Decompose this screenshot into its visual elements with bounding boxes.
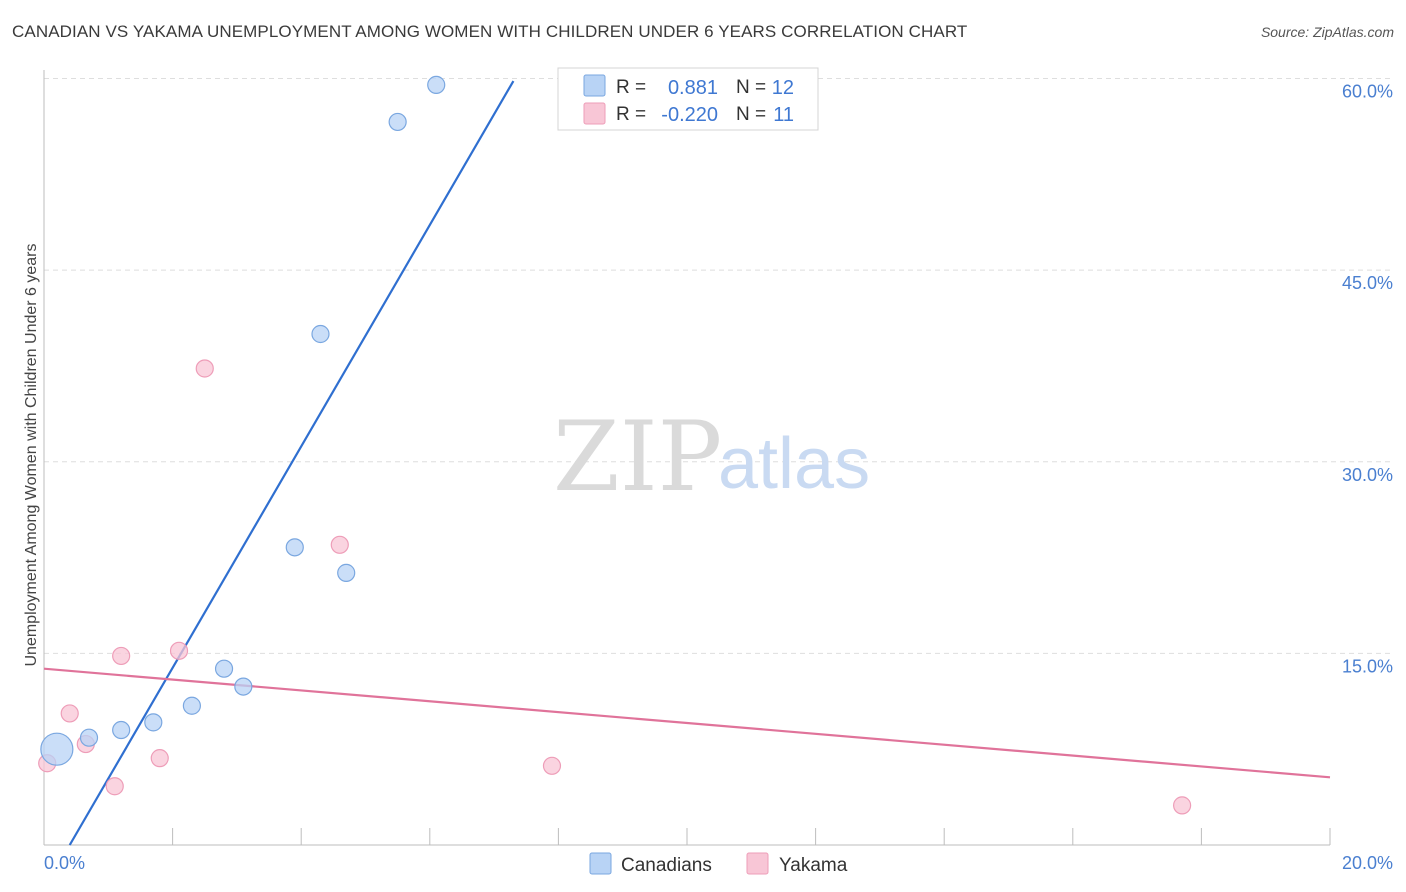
bottom-legend-swatch-canadians [589,852,612,875]
yakama-point-4 [112,646,131,666]
canadians-point-8 [311,324,330,344]
canadians-point-11 [427,75,446,94]
x-tick-label-min: 0.0% [44,853,85,873]
canadians-point-2 [112,720,131,740]
y-axis-label: Unemployment Among Women with Children U… [23,243,40,666]
bottom-legend-label-canadians: Canadians [621,855,712,876]
legend-n-label-yakama: N = [736,104,766,125]
y-tick-label-2: 45.0% [1342,273,1393,293]
yakama-trend-line [43,667,1331,779]
canadians-point-9 [337,563,356,582]
y-tick-labels: 15.0% 30.0% 45.0% 60.0% [1342,82,1393,677]
legend-r-label-yakama: R = [616,104,646,125]
watermark-atlas: atlas [718,424,870,504]
canadians-point-6 [234,677,253,696]
canadians-trend-line [68,80,515,846]
y-tick-label-1: 30.0% [1342,465,1393,485]
y-tick-label-0: 15.0% [1342,656,1393,676]
legend-r-value-yakama: -0.220 [661,104,718,126]
legend-r-value-canadians: 0.881 [668,77,718,99]
x-tick-label-max: 20.0% [1342,853,1393,873]
legend-n-label-canadians: N = [736,77,766,98]
chart-title: CANADIAN VS YAKAMA UNEMPLOYMENT AMONG WO… [12,22,968,41]
legend-n-value-canadians: 12 [772,77,794,99]
y-tick-label-3: 60.0% [1342,82,1393,102]
yakama-point-5 [150,749,169,768]
yakama-point-9 [542,756,562,775]
canadians-point-5 [214,659,234,678]
gridlines [44,78,1393,654]
canadians-point-4 [182,696,201,715]
yakama-point-8 [330,535,349,554]
legend-n-value-yakama: 11 [773,104,794,126]
legend-r-label-canadians: R = [616,77,646,98]
yakama-point-6 [169,641,189,660]
canadians-point-1 [79,728,99,747]
canadians-point-0 [40,732,74,766]
yakama-point-3 [105,777,124,796]
watermark-zip: ZIP [553,401,722,513]
yakama-point-10 [1173,796,1192,815]
legend-swatch-yakama [583,102,606,125]
bottom-legend-label-yakama: Yakama [779,855,848,876]
bottom-legend-swatch-yakama [746,852,769,875]
chart-source: Source: ZipAtlas.com [1260,24,1394,40]
x-tick-marks [172,828,1331,845]
canadians-point-10 [388,112,407,132]
yakama-point-7 [195,359,214,378]
canadians-point-7 [285,538,304,557]
series-legend: Canadians Yakama [589,852,848,876]
correlation-legend: R = 0.881 N = 12 R = -0.220 N = 11 [557,67,819,131]
canadians-point-3 [144,713,163,732]
legend-swatch-canadians [583,74,606,97]
canadians-points [40,75,446,766]
yakama-point-1 [60,704,79,723]
